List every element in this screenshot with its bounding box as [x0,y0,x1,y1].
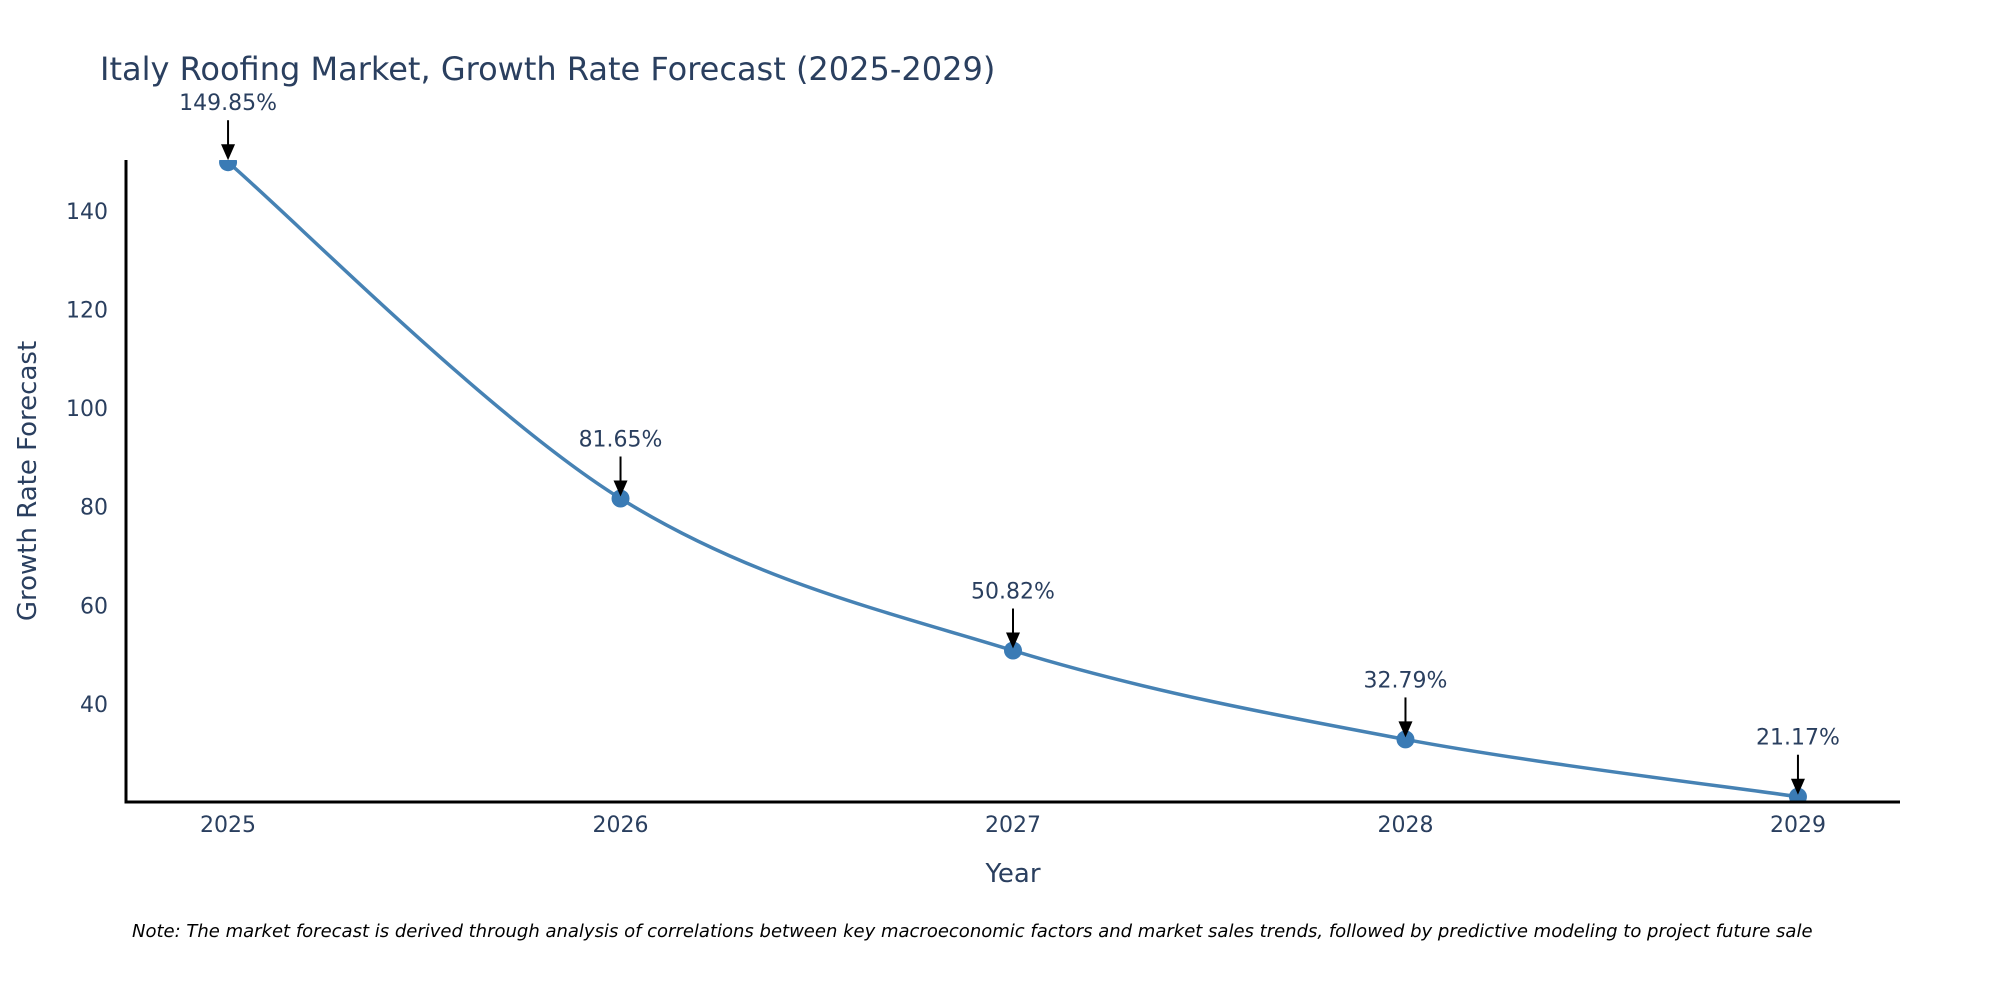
data-label: 21.17% [1756,726,1840,751]
y-tick-label: 120 [66,298,108,323]
annotation-arrow-head [613,480,628,497]
data-point-marker[interactable] [1004,641,1022,660]
annotation-arrow-head [1006,632,1020,649]
x-tick-label: 2028 [1377,813,1433,838]
y-tick-label: 80 [80,496,108,521]
x-tick-label: 2026 [593,813,649,838]
y-tick-label: 140 [66,200,108,225]
data-point-marker[interactable] [1396,730,1415,749]
plot-area: 149.85% 81.65% 50.82% 32.79% 21.17% [179,91,1840,806]
markers [219,153,1807,806]
data-point-marker[interactable] [1788,787,1807,806]
data-label: 149.85% [179,91,277,116]
y-tick-label: 60 [80,594,108,619]
data-point-marker[interactable] [219,153,238,172]
annotations: 149.85% 81.65% 50.82% 32.79% 21.17% [179,91,1840,795]
annotation-arrow-head [1790,778,1805,795]
data-label: 50.82% [971,580,1055,605]
chart-title: Italy Roofing Market, Growth Rate Foreca… [100,50,995,88]
series-line [226,160,1799,799]
x-axis-title: Year [984,859,1040,889]
annotation-arrow-head [221,144,236,161]
y-tick-label: 40 [80,693,108,718]
x-tick-label: 2029 [1770,813,1826,838]
x-tick-label: 2027 [985,813,1041,838]
data-point-marker[interactable] [611,489,630,508]
footnote: Note: The market forecast is derived thr… [132,921,1813,942]
data-label: 81.65% [579,428,663,453]
annotation-arrow-head [1398,721,1413,738]
y-tick-label: 100 [66,397,108,422]
data-label: 32.79% [1364,668,1448,693]
y-axis-ticks: 40 60 80 100 120 140 [66,200,108,718]
x-tick-label: 2025 [200,813,256,838]
x-axis-ticks: 2025 2026 2027 2028 2029 [200,813,1826,838]
y-axis-title: Growth Rate Forecast [13,341,43,621]
